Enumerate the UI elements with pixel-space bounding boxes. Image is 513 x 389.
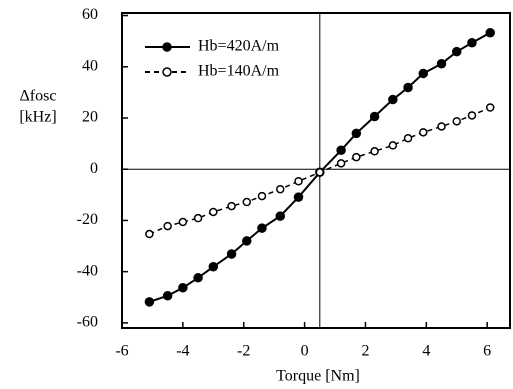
data-point [209, 207, 218, 217]
data-point [403, 82, 413, 93]
data-point [227, 201, 236, 211]
x-tick-label: 6 [483, 343, 491, 360]
y-tick-label: 20 [82, 109, 98, 126]
data-point [369, 111, 380, 122]
legend-marker [162, 67, 172, 77]
data-point [352, 152, 361, 162]
x-axis-label: Torque [Nm] [276, 368, 360, 385]
legend-label: Hb=140A/m [198, 63, 280, 80]
y-axis-label: [kHz] [19, 109, 56, 126]
data-point [388, 94, 398, 105]
data-point [293, 192, 304, 202]
y-tick-label: -40 [77, 262, 98, 279]
data-point [275, 211, 285, 221]
data-point [242, 236, 252, 246]
x-tick-label: 0 [301, 343, 309, 360]
data-point [294, 177, 303, 186]
data-point [403, 133, 413, 143]
data-point [436, 58, 447, 69]
y-axis-label: Δfosc [20, 88, 57, 105]
y-tick-label: 40 [82, 57, 98, 74]
data-point [452, 117, 461, 126]
data-point [485, 27, 495, 38]
data-point [351, 128, 362, 139]
data-point [242, 197, 252, 207]
data-point [178, 283, 188, 293]
data-point [336, 145, 346, 156]
data-point [178, 217, 188, 227]
data-point [370, 147, 379, 156]
data-point [336, 159, 346, 168]
plot-frame [121, 12, 511, 329]
data-point [418, 68, 429, 79]
x-tick-label: -4 [176, 343, 189, 360]
data-point [145, 229, 154, 239]
data-point [315, 168, 325, 177]
y-tick-label: -60 [77, 314, 98, 331]
legend-marker [162, 42, 172, 52]
data-point [257, 191, 267, 201]
data-point [193, 213, 203, 223]
x-tick-label: 2 [361, 343, 369, 360]
x-tick-label: -2 [237, 343, 250, 360]
data-point [257, 223, 267, 233]
data-point [193, 273, 203, 283]
y-tick-label: -20 [77, 211, 98, 228]
data-point [163, 221, 172, 231]
legend-label: Hb=420A/m [198, 38, 280, 55]
data-point [208, 262, 219, 272]
data-point [467, 37, 477, 48]
data-point [275, 184, 285, 194]
data-point [144, 297, 155, 307]
y-tick-label: 0 [90, 160, 98, 177]
data-point [388, 141, 398, 150]
data-point [226, 249, 237, 259]
y-tick-label: 60 [82, 6, 98, 23]
data-point [451, 46, 462, 57]
x-tick-label: -6 [115, 343, 128, 360]
x-tick-label: 4 [422, 343, 430, 360]
data-point [162, 290, 173, 301]
data-point [437, 122, 446, 131]
data-point [467, 111, 477, 120]
data-point [485, 103, 495, 112]
data-point [419, 128, 428, 137]
